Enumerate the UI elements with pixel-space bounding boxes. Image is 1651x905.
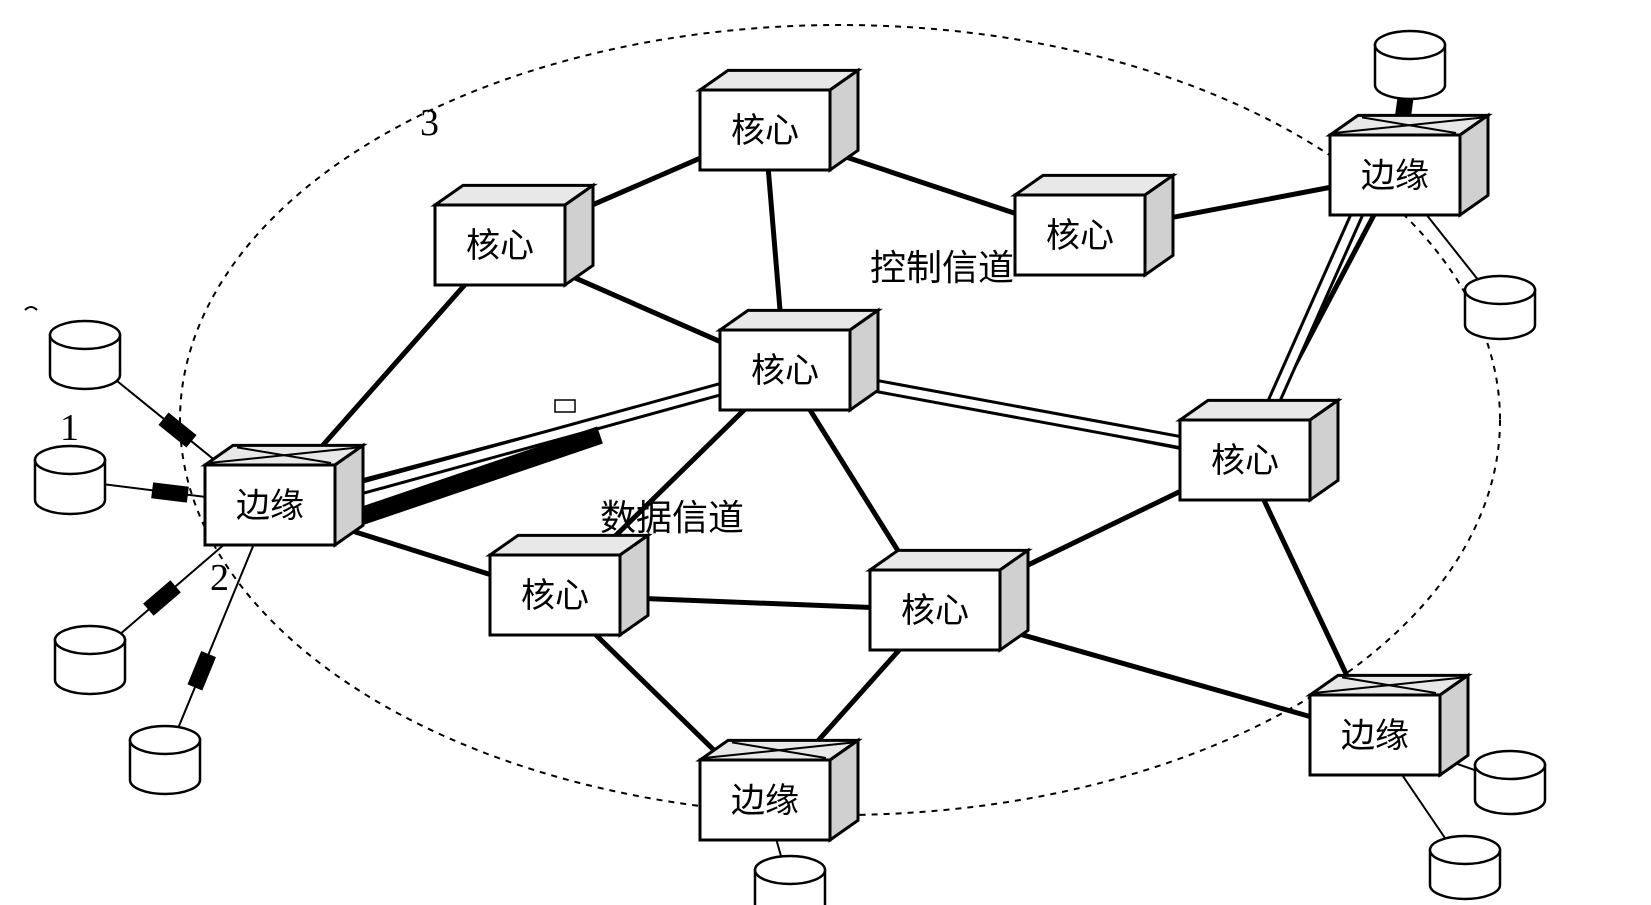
edge-node-label: 边缘 [1341,717,1409,755]
network-diagram: 核心核心核心核心核心核心核心边缘边缘边缘边缘控制信道数据信道123 [0,0,1651,905]
host-cylinder-icon [755,856,825,905]
host-cylinder-icon [55,626,125,694]
host-cylinder-icon [130,726,200,794]
core-node-label: 核心 [521,577,589,615]
data-channel-label: 数据信道 [600,498,744,538]
core-node-label: 核心 [731,112,799,150]
core-node: 核心 [490,535,648,635]
host-cylinder-icon [1375,31,1445,99]
core-node-label: 核心 [1046,217,1114,255]
control-channel-label: 控制信道 [870,248,1014,288]
core-node-label: 核心 [751,352,819,390]
core-node: 核心 [1180,400,1338,500]
edge-node: 边缘 [205,445,363,545]
core-node: 核心 [720,310,878,410]
control-packet-icon [555,400,575,412]
host-cylinder-icon [1465,276,1535,339]
scan-artifact [25,307,37,310]
core-node-label: 核心 [901,592,969,630]
core-node: 核心 [435,185,593,285]
edge-node-label: 边缘 [731,782,799,820]
numeric-label-1: 1 [60,407,79,449]
core-node-label: 核心 [466,227,534,265]
packet-icon [158,412,196,447]
numeric-label-2: 2 [210,557,229,599]
packet-icon [151,482,189,502]
core-node: 核心 [870,550,1028,650]
host-cylinder-icon [1475,751,1545,814]
host-cylinder-icon [1430,836,1500,899]
edge-node: 边缘 [1310,675,1468,775]
edge-node-label: 边缘 [1361,157,1429,195]
numeric-label-3: 3 [420,102,439,144]
core-node-label: 核心 [1211,442,1279,480]
edge-node: 边缘 [700,740,858,840]
core-node: 核心 [1015,175,1173,275]
packet-icon [187,651,216,690]
core-node: 核心 [700,70,858,170]
host-cylinder-icon [50,321,120,389]
edge-node: 边缘 [1330,115,1488,215]
host-cylinder-icon [35,446,105,514]
edge-node-label: 边缘 [236,487,304,525]
